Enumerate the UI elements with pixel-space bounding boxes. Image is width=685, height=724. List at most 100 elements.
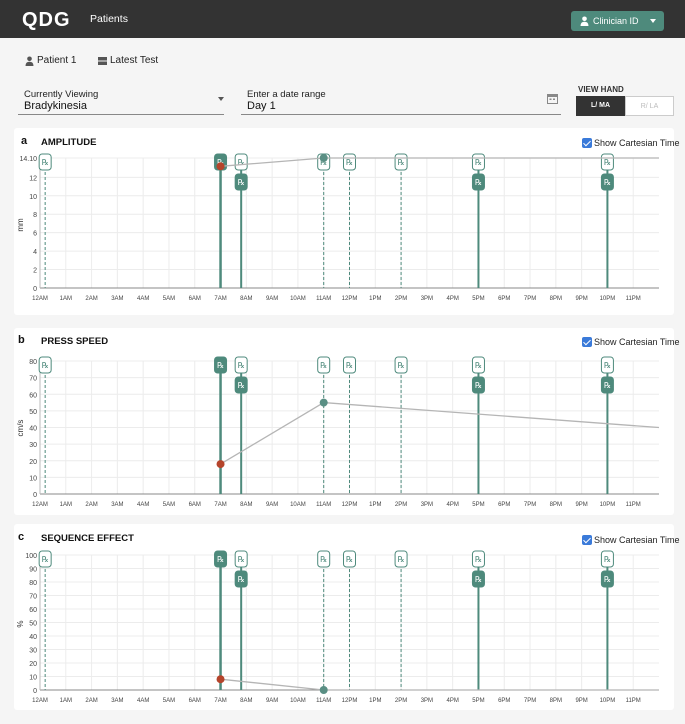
medication-badge[interactable]: ℞ <box>471 153 485 171</box>
x-tick-label: 5AM <box>163 296 175 302</box>
date-range-value: Day 1 <box>247 100 276 112</box>
x-tick-label: 6PM <box>498 502 510 508</box>
rx-badge-frame <box>234 570 248 588</box>
rx-icon: ℞ <box>604 575 611 584</box>
y-axis-label: % <box>16 620 25 627</box>
clinician-id-button[interactable]: Clinician ID <box>571 11 664 31</box>
medication-badge[interactable]: ℞ <box>38 153 52 171</box>
checkbox-checked-icon <box>582 535 592 545</box>
y-tick-label: 80 <box>29 359 37 366</box>
y-tick-label: 10 <box>29 675 37 682</box>
y-tick-label: 20 <box>29 661 37 668</box>
x-tick-label: 11PM <box>626 502 641 508</box>
medication-badge[interactable]: ℞ <box>394 356 408 374</box>
medication-badge-filled[interactable]: ℞ <box>234 570 248 588</box>
nav-patients-link[interactable]: Patients <box>90 13 128 25</box>
data-point[interactable] <box>216 460 225 469</box>
x-tick-label: 1AM <box>60 698 72 704</box>
calendar-icon[interactable] <box>547 93 558 104</box>
x-tick-label: 12PM <box>342 698 358 704</box>
medication-badge-filled[interactable]: ℞ <box>600 570 614 588</box>
x-tick-label: 5PM <box>472 698 484 704</box>
x-tick-label: 12AM <box>32 698 48 704</box>
rx-icon: ℞ <box>42 158 49 167</box>
x-tick-label: 10PM <box>600 296 616 302</box>
x-tick-label: 4PM <box>446 502 458 508</box>
medication-badge[interactable]: ℞ <box>600 356 614 374</box>
left-hand-button[interactable]: L/ MA <box>576 96 625 116</box>
y-tick-label: 60 <box>29 392 37 399</box>
date-range-input[interactable]: Enter a date range Day 1 <box>241 88 561 115</box>
rx-icon: ℞ <box>604 158 611 167</box>
medication-badge[interactable]: ℞ <box>343 356 356 374</box>
medication-badge[interactable]: ℞ <box>38 356 52 374</box>
rx-icon: ℞ <box>475 158 482 167</box>
rx-icon: ℞ <box>238 381 245 390</box>
rx-badge-frame <box>471 376 485 394</box>
medication-badge[interactable]: ℞ <box>343 550 356 568</box>
rx-icon: ℞ <box>397 361 404 370</box>
rx-badge-frame <box>214 550 228 568</box>
show-cartesian-time-label: Show Cartesian Time <box>594 138 680 148</box>
amplitude-panel: a AMPLITUDE Show Cartesian Time 0 2 4 6 8 10 1… <box>14 128 680 315</box>
y-tick-label: 80 <box>29 580 37 587</box>
medication-badge-filled[interactable]: ℞ <box>234 173 248 191</box>
data-point[interactable] <box>216 675 225 684</box>
x-tick-label: 5AM <box>163 698 175 704</box>
x-tick-label: 9AM <box>266 502 278 508</box>
x-tick-label: 9PM <box>575 502 587 508</box>
data-point[interactable] <box>216 162 225 171</box>
medication-badge-filled[interactable]: ℞ <box>471 570 485 588</box>
medication-badge[interactable]: ℞ <box>471 356 485 374</box>
x-tick-label: 12AM <box>32 296 48 302</box>
rx-icon: ℞ <box>346 158 353 167</box>
y-tick-label: 2 <box>33 268 37 275</box>
x-tick-label: 8PM <box>550 296 562 302</box>
x-tick-label: 4AM <box>137 698 149 704</box>
medication-badge-filled[interactable]: ℞ <box>234 376 248 394</box>
medication-badge[interactable]: ℞ <box>38 550 52 568</box>
qdg-logo[interactable]: QDG <box>22 8 74 30</box>
data-point[interactable] <box>319 686 328 694</box>
medication-badge[interactable]: ℞ <box>600 153 614 171</box>
data-point[interactable] <box>319 154 328 162</box>
x-tick-label: 10AM <box>290 698 306 704</box>
medication-badge-filled[interactable]: ℞ <box>471 173 485 191</box>
medication-badge[interactable]: ℞ <box>234 153 248 171</box>
amplitude-chart: 0 2 4 6 8 10 12 14.10 12AM 1AM 2AM 3AM 4AM 5AM 6AM 7AM 8… <box>16 153 659 302</box>
data-point[interactable] <box>319 398 328 407</box>
rx-icon: ℞ <box>397 158 404 167</box>
x-tick-label: 3AM <box>111 698 123 704</box>
medication-badge[interactable]: ℞ <box>394 550 408 568</box>
x-tick-label: 4AM <box>137 502 149 508</box>
medication-badge-filled[interactable]: ℞ <box>471 376 485 394</box>
sequence-effect-panel: c SEQUENCE EFFECT Show Cartesian Time 0 1… <box>14 524 680 710</box>
x-tick-label: 3PM <box>421 502 433 508</box>
currently-viewing-select[interactable]: Currently Viewing Bradykinesia <box>18 88 224 115</box>
rx-icon: ℞ <box>397 555 404 564</box>
x-tick-label: 3PM <box>421 698 433 704</box>
medication-badge-filled[interactable]: ℞ <box>214 550 228 568</box>
rx-badge-frame <box>394 356 408 374</box>
medication-badge[interactable]: ℞ <box>471 550 485 568</box>
medication-badge[interactable]: ℞ <box>600 550 614 568</box>
medication-badge[interactable]: ℞ <box>317 550 331 568</box>
series-line <box>220 401 660 465</box>
panel-letter: c <box>18 531 25 543</box>
medication-badge[interactable]: ℞ <box>234 356 248 374</box>
medication-badge-filled[interactable]: ℞ <box>600 376 614 394</box>
medication-badge[interactable]: ℞ <box>343 153 356 171</box>
medication-badge[interactable]: ℞ <box>317 356 331 374</box>
y-tick-label: 10 <box>29 194 37 201</box>
x-tick-label: 4PM <box>446 698 458 704</box>
medication-badge[interactable]: ℞ <box>234 550 248 568</box>
server-icon <box>98 57 107 65</box>
right-hand-button[interactable]: R/ LA <box>625 96 674 116</box>
medication-badge-filled[interactable]: ℞ <box>600 173 614 191</box>
patient-label: Patient 1 <box>37 55 77 66</box>
x-tick-label: 7PM <box>524 296 536 302</box>
x-tick-label: 11AM <box>316 502 331 508</box>
user-icon <box>580 16 589 26</box>
medication-badge-filled[interactable]: ℞ <box>214 356 228 374</box>
medication-badge[interactable]: ℞ <box>394 153 408 171</box>
